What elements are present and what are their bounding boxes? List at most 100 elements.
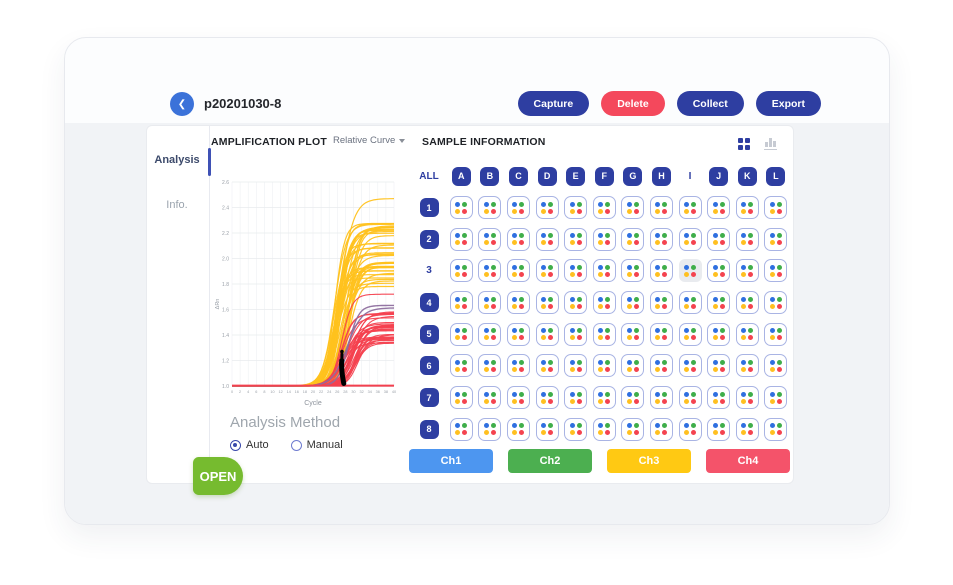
well-cell-A2[interactable] [449,227,473,251]
row-header-2[interactable]: 2 [419,229,439,249]
well-cell-C1[interactable] [506,196,530,220]
well-cell-I2[interactable] [678,227,702,251]
radio-option-manual[interactable]: Manual [290,439,343,451]
well-cell-D4[interactable] [535,291,559,315]
column-header-E[interactable]: E [566,166,586,186]
back-button[interactable]: ❮ [170,92,194,116]
well-cell-G8[interactable] [621,417,645,441]
well-cell-B1[interactable] [478,196,502,220]
well-cell-I8[interactable] [678,417,702,441]
well-cell-B7[interactable] [478,386,502,410]
well-cell-K3[interactable] [735,259,759,283]
well-cell-C3[interactable] [506,259,530,283]
well-cell-I3[interactable] [678,259,702,283]
well-cell-A6[interactable] [449,354,473,378]
well-cell-H1[interactable] [649,196,673,220]
well-cell-H8[interactable] [649,417,673,441]
well-cell-K7[interactable] [735,386,759,410]
well-cell-I6[interactable] [678,354,702,378]
well-cell-A3[interactable] [449,259,473,283]
well-cell-C2[interactable] [506,227,530,251]
column-header-I[interactable]: I [688,170,692,182]
well-cell-F5[interactable] [592,322,616,346]
well-cell-H4[interactable] [649,291,673,315]
well-cell-J8[interactable] [707,417,731,441]
well-cell-E4[interactable] [564,291,588,315]
well-cell-B2[interactable] [478,227,502,251]
well-cell-E3[interactable] [564,259,588,283]
well-cell-J7[interactable] [707,386,731,410]
column-header-F[interactable]: F [594,166,614,186]
well-cell-I7[interactable] [678,386,702,410]
well-cell-G2[interactable] [621,227,645,251]
channel-button-ch2[interactable]: Ch2 [508,449,592,473]
open-drawer-button[interactable]: OPEN [193,457,243,495]
well-cell-F8[interactable] [592,417,616,441]
well-cell-L5[interactable] [764,322,788,346]
well-cell-G6[interactable] [621,354,645,378]
column-header-A[interactable]: A [451,166,471,186]
column-header-G[interactable]: G [623,166,643,186]
well-cell-C6[interactable] [506,354,530,378]
well-cell-K4[interactable] [735,291,759,315]
well-cell-D3[interactable] [535,259,559,283]
curve-type-dropdown[interactable]: Relative Curve [333,135,406,146]
well-cell-J4[interactable] [707,291,731,315]
well-cell-G7[interactable] [621,386,645,410]
column-header-H[interactable]: H [651,166,671,186]
channel-button-ch1[interactable]: Ch1 [409,449,493,473]
well-cell-L3[interactable] [764,259,788,283]
well-cell-E5[interactable] [564,322,588,346]
well-cell-J1[interactable] [707,196,731,220]
well-cell-K5[interactable] [735,322,759,346]
column-header-K[interactable]: K [737,166,757,186]
column-header-C[interactable]: C [508,166,528,186]
well-cell-J6[interactable] [707,354,731,378]
well-cell-F4[interactable] [592,291,616,315]
well-cell-L8[interactable] [764,417,788,441]
well-cell-A7[interactable] [449,386,473,410]
well-cell-F1[interactable] [592,196,616,220]
well-cell-H7[interactable] [649,386,673,410]
select-all-button[interactable]: ALL [419,170,439,182]
export-button[interactable]: Export [755,91,821,116]
well-cell-H3[interactable] [649,259,673,283]
well-cell-K6[interactable] [735,354,759,378]
well-cell-I1[interactable] [678,196,702,220]
row-header-5[interactable]: 5 [419,324,439,344]
well-cell-C4[interactable] [506,291,530,315]
well-cell-G1[interactable] [621,196,645,220]
row-header-8[interactable]: 8 [419,419,439,439]
chart-view-icon[interactable] [764,138,777,150]
well-cell-C5[interactable] [506,322,530,346]
well-cell-E2[interactable] [564,227,588,251]
column-header-D[interactable]: D [537,166,557,186]
well-cell-I4[interactable] [678,291,702,315]
well-cell-D7[interactable] [535,386,559,410]
row-header-6[interactable]: 6 [419,356,439,376]
column-header-J[interactable]: J [709,166,729,186]
well-cell-D6[interactable] [535,354,559,378]
well-cell-A1[interactable] [449,196,473,220]
row-header-1[interactable]: 1 [419,198,439,218]
well-cell-J5[interactable] [707,322,731,346]
row-header-3[interactable]: 3 [426,265,432,277]
channel-button-ch4[interactable]: Ch4 [706,449,790,473]
well-cell-L7[interactable] [764,386,788,410]
well-cell-L4[interactable] [764,291,788,315]
well-cell-E6[interactable] [564,354,588,378]
column-header-B[interactable]: B [480,166,500,186]
collect-button[interactable]: Collect [676,91,744,116]
well-cell-B6[interactable] [478,354,502,378]
well-cell-G4[interactable] [621,291,645,315]
well-cell-K2[interactable] [735,227,759,251]
well-cell-E8[interactable] [564,417,588,441]
well-cell-C7[interactable] [506,386,530,410]
well-cell-L6[interactable] [764,354,788,378]
grid-view-icon[interactable] [738,138,750,150]
well-cell-K1[interactable] [735,196,759,220]
delete-button[interactable]: Delete [601,91,665,116]
well-cell-B8[interactable] [478,417,502,441]
well-cell-D2[interactable] [535,227,559,251]
well-cell-E1[interactable] [564,196,588,220]
